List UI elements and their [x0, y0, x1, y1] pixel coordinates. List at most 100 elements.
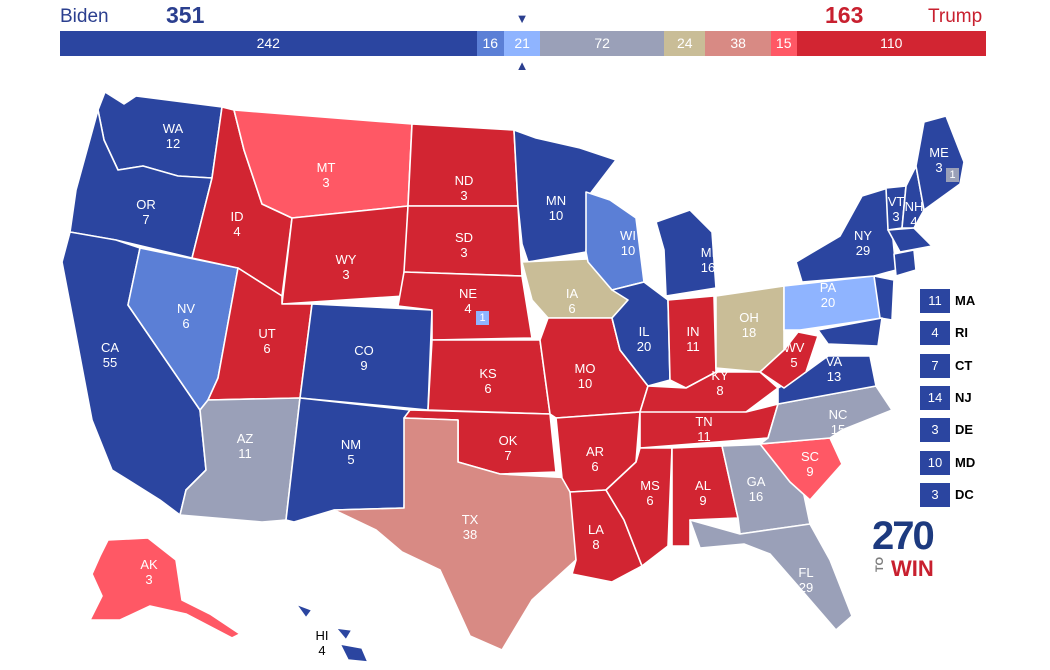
state-abbr-ga: GA: [747, 474, 766, 489]
state-abbr-or: OR: [136, 197, 156, 212]
state-me[interactable]: [915, 115, 965, 211]
state-abbr-mt: MT: [317, 160, 336, 175]
state-ev-nc: 15: [831, 422, 845, 437]
state-abbr-me: ME: [929, 145, 949, 160]
logo-win: WIN: [891, 556, 934, 581]
ne-ev-dc[interactable]: 3: [920, 482, 950, 507]
state-ev-wv: 5: [790, 355, 797, 370]
state-abbr-nc: NC: [829, 407, 848, 422]
tally-segment: 24: [664, 31, 706, 56]
state-abbr-id: ID: [231, 209, 244, 224]
state-ev-hi: 4: [318, 643, 325, 658]
state-wa[interactable]: [97, 91, 223, 179]
state-ev-sc: 9: [806, 464, 813, 479]
state-abbr-la: LA: [588, 522, 604, 537]
state-ev-co: 9: [360, 358, 367, 373]
state-nj[interactable]: [873, 275, 895, 321]
state-abbr-va: VA: [826, 354, 843, 369]
state-tx[interactable]: [333, 417, 577, 651]
state-abbr-ks: KS: [479, 366, 497, 381]
state-abbr-pa: PA: [820, 280, 837, 295]
state-abbr-wv: WV: [784, 340, 805, 355]
state-ev-me: 3: [935, 160, 942, 175]
ne-ev-nj[interactable]: 14: [920, 385, 950, 410]
marker-down-icon: ▼: [515, 11, 529, 26]
state-abbr-ne: NE: [459, 286, 477, 301]
state-hi[interactable]: [295, 603, 369, 663]
state-ev-wy: 3: [342, 267, 349, 282]
tally-segment: 38: [705, 31, 771, 56]
tally-segment: 72: [540, 31, 665, 56]
state-ny[interactable]: [795, 187, 897, 283]
state-abbr-ok: OK: [499, 433, 518, 448]
state-md[interactable]: [817, 317, 883, 347]
ne-abbr-dc: DC: [955, 486, 974, 502]
state-abbr-fl: FL: [798, 565, 813, 580]
tally-segment: 16: [476, 31, 505, 56]
state-ev-il: 20: [637, 339, 651, 354]
state-abbr-az: AZ: [237, 431, 254, 446]
state-ev-mt: 3: [322, 175, 329, 190]
state-ev-or: 7: [142, 212, 149, 227]
state-mi[interactable]: [655, 209, 717, 297]
state-ev-ar: 6: [591, 459, 598, 474]
ne-ev-ri[interactable]: 4: [920, 321, 950, 346]
ne-ev-ct[interactable]: 7: [920, 353, 950, 378]
state-abbr-hi: HI: [316, 628, 329, 643]
state-ev-tn: 11: [697, 429, 711, 444]
state-abbr-ny: NY: [854, 228, 872, 243]
state-ev-ny: 29: [856, 243, 870, 258]
tally-segment: 15: [770, 31, 797, 56]
ne-abbr-ri: RI: [955, 325, 968, 341]
state-ev-in: 11: [686, 339, 700, 354]
ne-district-box[interactable]: 1: [476, 311, 489, 325]
state-ev-wa: 12: [166, 136, 180, 151]
state-abbr-nv: NV: [177, 301, 195, 316]
state-abbr-ia: IA: [566, 286, 579, 301]
state-ms[interactable]: [605, 447, 673, 567]
state-ev-nv: 6: [182, 316, 189, 331]
ne-ev-ma[interactable]: 11: [920, 289, 950, 313]
state-abbr-in: IN: [687, 324, 700, 339]
state-ev-vt: 3: [892, 209, 899, 224]
state-ma[interactable]: [887, 227, 933, 253]
state-ct[interactable]: [893, 249, 917, 277]
state-abbr-sd: SD: [455, 230, 473, 245]
state-ev-ca: 55: [103, 355, 117, 370]
ne-ev-de[interactable]: 3: [920, 418, 950, 443]
state-ev-oh: 18: [742, 325, 756, 340]
state-abbr-vt: VT: [888, 194, 905, 209]
state-ev-ia: 6: [568, 301, 575, 316]
state-ev-ks: 6: [484, 381, 491, 396]
state-abbr-mn: MN: [546, 193, 566, 208]
ne-ev-md[interactable]: 10: [920, 450, 950, 475]
state-ev-nd: 3: [460, 188, 467, 203]
state-abbr-il: IL: [639, 324, 650, 339]
me-district-box[interactable]: 1: [946, 168, 959, 182]
tally-segment: 242: [60, 31, 477, 56]
trump-total: 163: [825, 2, 864, 28]
tally-segment: 21: [504, 31, 541, 56]
electoral-vote-bar: 242 16 21 72 24 38 15 110: [60, 31, 986, 56]
state-abbr-ms: MS: [640, 478, 660, 493]
state-ev-va: 13: [827, 369, 841, 384]
state-ak[interactable]: [89, 537, 241, 639]
ne-abbr-md: MD: [955, 454, 976, 470]
tally-segment: 110: [796, 31, 986, 56]
state-ev-al: 9: [699, 493, 706, 508]
state-ev-ok: 7: [504, 448, 511, 463]
state-wv[interactable]: [759, 331, 819, 389]
state-abbr-wi: WI: [620, 228, 636, 243]
state-abbr-oh: OH: [739, 310, 759, 325]
state-fl[interactable]: [689, 519, 853, 631]
state-abbr-al: AL: [695, 478, 711, 493]
state-ev-nm: 5: [347, 452, 354, 467]
state-ev-pa: 20: [821, 295, 835, 310]
state-abbr-mo: MO: [575, 361, 596, 376]
270towin-logo: 270 TO WIN: [872, 514, 944, 584]
state-ev-ak: 3: [145, 572, 152, 587]
state-abbr-ar: AR: [586, 444, 604, 459]
state-abbr-tn: TN: [695, 414, 712, 429]
state-abbr-co: CO: [354, 343, 374, 358]
